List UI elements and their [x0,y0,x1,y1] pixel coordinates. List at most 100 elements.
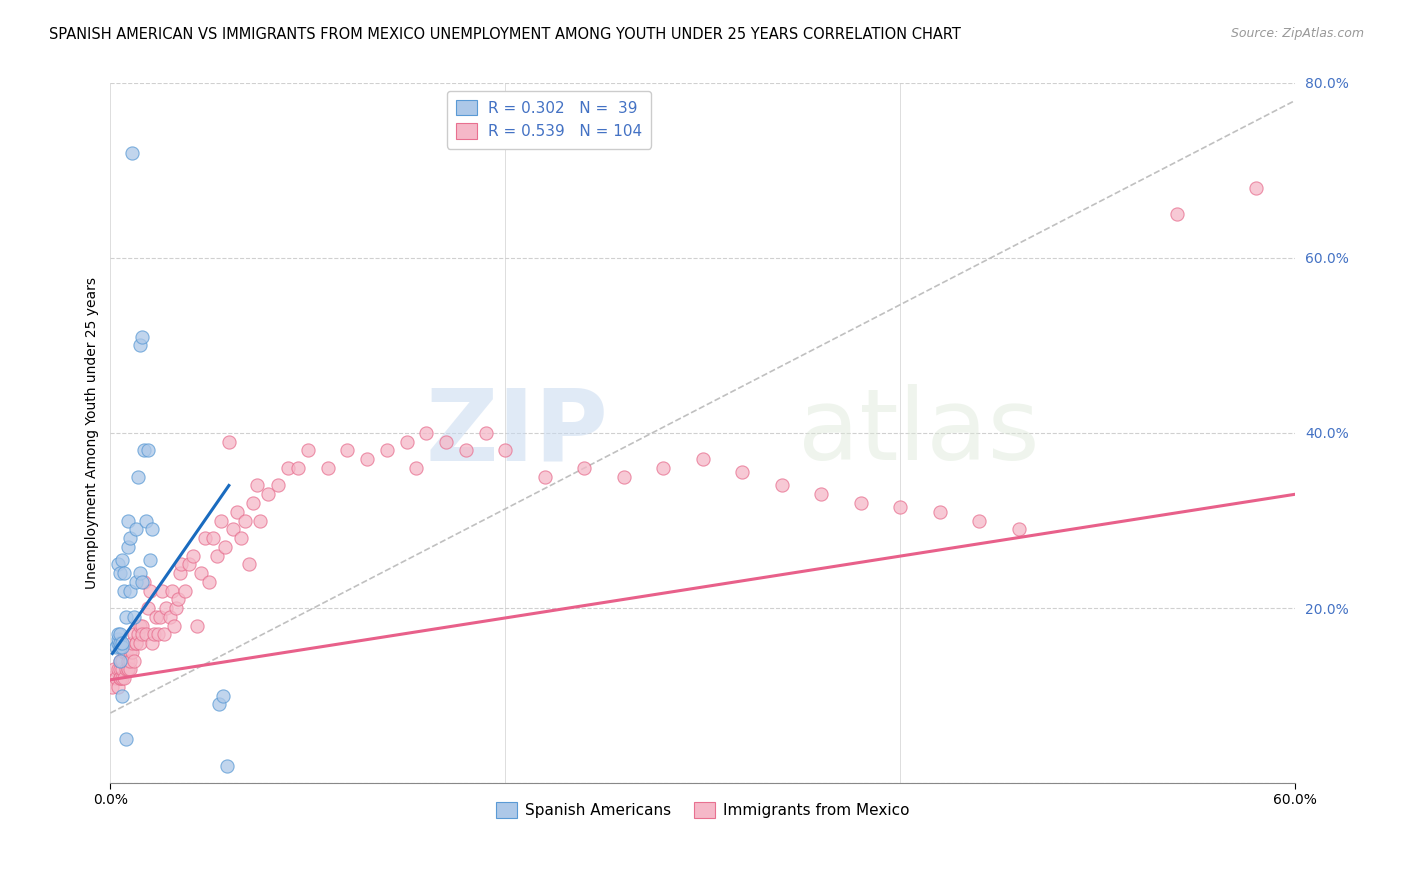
Point [967,514,990,528]
Point [238,558,260,572]
Text: ZIP: ZIP [425,384,607,482]
Point [135,627,157,641]
Point [214,540,236,554]
Point [125,574,148,589]
Point [889,500,911,515]
Point [222,522,245,536]
Point [225,505,247,519]
Point [120,645,142,659]
Point [117,514,139,528]
Point [107,680,129,694]
Point [111,553,134,567]
Point [287,461,309,475]
Point [205,549,228,563]
Point [218,434,240,449]
Point [112,645,135,659]
Point [159,609,181,624]
Point [125,636,148,650]
Point [131,618,153,632]
Point [107,627,129,641]
Point [183,549,205,563]
Point [574,461,596,475]
Point [120,653,142,667]
Point [127,469,149,483]
Point [129,618,152,632]
Point [928,505,950,519]
Point [145,609,167,624]
Point [132,574,155,589]
Point [849,496,872,510]
Point [215,758,238,772]
Point [474,425,496,440]
Point [111,636,134,650]
Point [100,671,122,685]
Point [135,514,157,528]
Point [105,640,128,655]
Point [170,558,193,572]
Point [1166,207,1188,221]
Point [107,558,129,572]
Point [120,662,142,676]
Point [415,425,437,440]
Point [770,478,793,492]
Point [112,671,135,685]
Point [139,583,162,598]
Point [249,514,271,528]
Point [115,662,138,676]
Point [336,443,359,458]
Point [242,496,264,510]
Point [149,609,172,624]
Point [150,583,173,598]
Point [692,452,714,467]
Point [111,662,134,676]
Point [131,627,153,641]
Point [111,653,134,667]
Point [139,553,162,567]
Point [731,466,754,480]
Point [121,645,143,659]
Point [110,671,132,685]
Point [166,592,188,607]
Point [494,443,516,458]
Point [395,434,418,449]
Point [152,627,174,641]
Point [186,618,208,632]
Point [179,558,201,572]
Point [316,461,339,475]
Point [129,636,152,650]
Point [162,618,184,632]
Point [117,662,139,676]
Point [125,636,148,650]
Point [129,566,152,580]
Point [122,653,145,667]
Point [229,531,252,545]
Point [120,583,142,598]
Point [110,640,132,655]
Point [1244,181,1267,195]
Point [208,698,231,712]
Point [233,514,256,528]
Point [107,636,129,650]
Point [141,522,163,536]
Point [810,487,832,501]
Point [212,689,235,703]
Point [111,640,134,655]
Point [454,443,477,458]
Point [267,478,290,492]
Point [115,732,138,747]
Point [1008,522,1031,536]
Point [136,443,159,458]
Point [405,461,427,475]
Point [613,469,636,483]
Point [356,452,378,467]
Point [101,680,124,694]
Point [107,662,129,676]
Point [110,671,132,685]
Point [169,566,191,580]
Point [110,662,132,676]
Text: Source: ZipAtlas.com: Source: ZipAtlas.com [1230,27,1364,40]
Point [110,627,132,641]
Point [155,601,177,615]
Point [111,671,134,685]
Point [131,574,153,589]
